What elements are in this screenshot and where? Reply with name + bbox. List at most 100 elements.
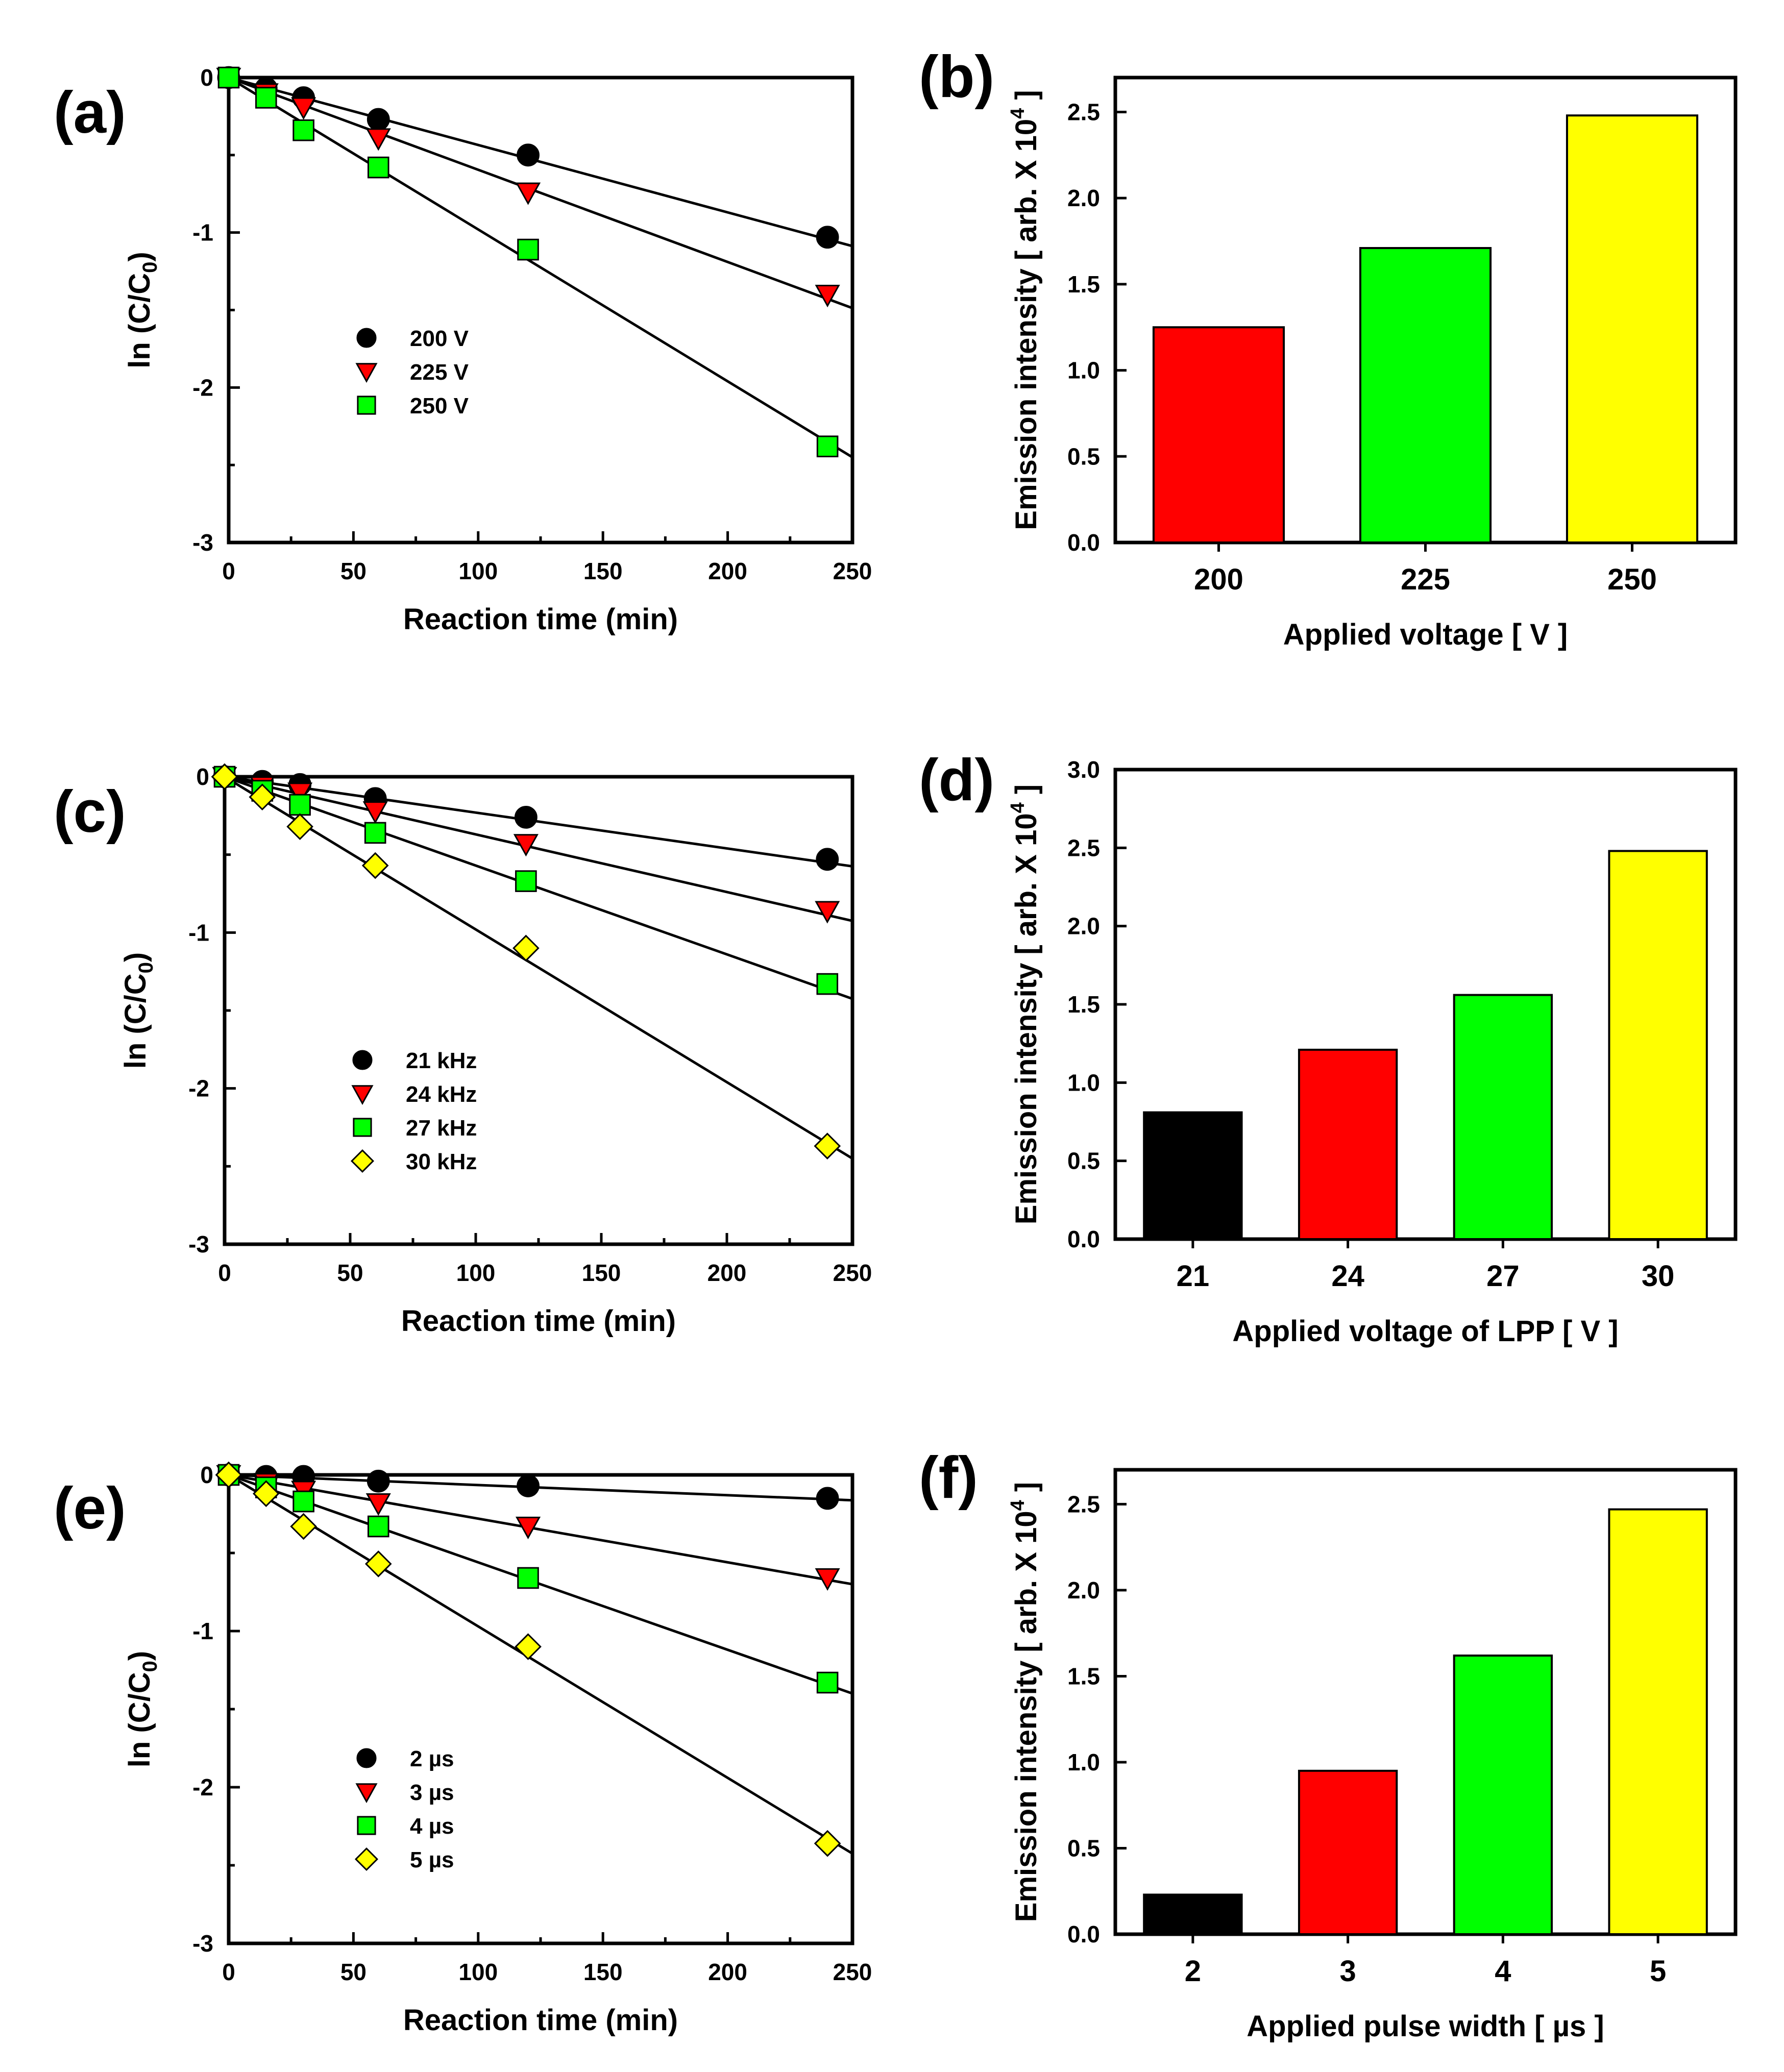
y-axis-title: ln (C/C0) bbox=[123, 1651, 161, 1767]
bar-200 bbox=[1152, 326, 1285, 544]
legend-marker-1 bbox=[355, 363, 378, 383]
data-point-1-5 bbox=[815, 901, 840, 924]
data-point-0-4 bbox=[517, 1474, 540, 1497]
y-axis-title: ln (C/C0) bbox=[119, 952, 157, 1069]
bar-27 bbox=[1453, 994, 1553, 1240]
legend-marker-1 bbox=[355, 1783, 378, 1804]
data-point-1-3 bbox=[365, 128, 391, 151]
x-tick-label: 250 bbox=[833, 1959, 872, 1985]
y-tick-label: 1.5 bbox=[1067, 1663, 1100, 1689]
legend-marker-0 bbox=[356, 328, 377, 348]
y-tick-label: 2.5 bbox=[1067, 1491, 1100, 1517]
bar-4 bbox=[1453, 1655, 1553, 1935]
y-tick-label: 1.5 bbox=[1067, 271, 1100, 298]
x-tick-label: 3 bbox=[1339, 1955, 1356, 1988]
bar-225 bbox=[1359, 247, 1492, 544]
x-axis-title: Reaction time (min) bbox=[401, 1304, 676, 1338]
data-point-2-3 bbox=[367, 156, 389, 179]
data-point-3-2 bbox=[290, 1513, 317, 1540]
y-tick-label: 0.0 bbox=[1067, 1921, 1100, 1947]
data-point-1-4 bbox=[516, 1516, 541, 1540]
data-point-3-0 bbox=[215, 1461, 242, 1489]
data-point-0-5 bbox=[816, 1487, 839, 1510]
y-tick-label: 2.0 bbox=[1067, 913, 1100, 940]
x-tick-label: 0 bbox=[222, 558, 235, 584]
data-point-2-1 bbox=[255, 87, 277, 109]
panel-c: (c) 0 50 100 150 200 250 0 -1 -2 -3 Reaction time (… bbox=[54, 763, 872, 1338]
legend-marker-2 bbox=[357, 1816, 376, 1835]
x-tick-label: 4 bbox=[1495, 1955, 1511, 1988]
data-point-1-4 bbox=[513, 834, 539, 857]
data-point-1-3 bbox=[362, 801, 388, 824]
y-tick-label: 2.5 bbox=[1067, 834, 1100, 861]
legend-label-1: 225 V bbox=[410, 360, 469, 385]
x-tick-label: 0 bbox=[222, 1959, 235, 1985]
x-tick-label: 200 bbox=[708, 558, 747, 584]
x-tick-label: 200 bbox=[1194, 563, 1243, 596]
legend-label-2: 4 µs bbox=[410, 1814, 454, 1839]
data-point-2-4 bbox=[517, 238, 539, 261]
data-point-2-2 bbox=[289, 794, 311, 816]
data-point-2-0 bbox=[217, 66, 240, 89]
panel-d: (d) 0.0 0.5 1.0 1.5 2.0 2.5 3.0 21 24 27 30 Applied … bbox=[919, 747, 1738, 1348]
legend-marker-1 bbox=[351, 1085, 374, 1105]
x-tick-label: 250 bbox=[833, 1260, 872, 1286]
y-tick-label: 1.0 bbox=[1067, 357, 1100, 384]
bar-2 bbox=[1143, 1893, 1243, 1935]
x-tick-label: 0 bbox=[218, 1260, 231, 1286]
fit-line-1 bbox=[229, 78, 852, 310]
x-tick-label: 150 bbox=[582, 1260, 621, 1286]
y-tick-label: 0.0 bbox=[1067, 1226, 1100, 1252]
y-tick-label: -3 bbox=[192, 529, 213, 556]
y-tick-label: 0.5 bbox=[1067, 443, 1100, 470]
x-tick-label: 2 bbox=[1185, 1955, 1201, 1988]
legend-label-0: 21 kHz bbox=[406, 1048, 477, 1073]
fit-line-1 bbox=[225, 777, 852, 922]
legend-label-0: 2 µs bbox=[410, 1746, 454, 1771]
x-tick-label: 250 bbox=[833, 558, 872, 584]
panel-label: (d) bbox=[919, 747, 994, 813]
x-tick-label: 100 bbox=[456, 1260, 496, 1286]
x-tick-label: 250 bbox=[1607, 563, 1657, 596]
legend-label-1: 24 kHz bbox=[406, 1082, 477, 1107]
data-point-0-4 bbox=[515, 805, 537, 829]
fit-line-0 bbox=[229, 78, 852, 248]
plot-frame bbox=[227, 76, 854, 545]
y-tick-label: -1 bbox=[192, 1618, 213, 1644]
plot-frame bbox=[1113, 1468, 1738, 1936]
x-tick-label: 100 bbox=[458, 1959, 498, 1985]
panel-label: (b) bbox=[919, 43, 994, 110]
y-tick-label: 0 bbox=[196, 763, 209, 790]
data-point-2-5 bbox=[816, 973, 839, 995]
bar-250 bbox=[1566, 114, 1699, 544]
data-point-0-4 bbox=[517, 143, 540, 167]
bar-21 bbox=[1143, 1111, 1243, 1241]
panel-label: (c) bbox=[54, 778, 126, 845]
bar-5 bbox=[1608, 1508, 1708, 1936]
x-tick-label: 30 bbox=[1642, 1260, 1675, 1293]
data-point-3-5 bbox=[814, 1132, 841, 1160]
fit-line-2 bbox=[229, 78, 852, 459]
y-axis-title: Emission intensity [ arb. X 104 ] bbox=[1007, 784, 1043, 1224]
y-tick-label: 2.5 bbox=[1067, 98, 1100, 125]
panel-label: (f) bbox=[919, 1444, 978, 1511]
y-tick-label: -2 bbox=[192, 1774, 213, 1800]
y-tick-label: -3 bbox=[192, 1930, 213, 1957]
panel-a: (a) 0 50 100 150 200 250 0 -1 -2 -3 Reaction time (… bbox=[54, 64, 872, 636]
legend-label-1: 3 µs bbox=[410, 1780, 454, 1805]
legend-marker-2 bbox=[353, 1118, 372, 1137]
y-axis-title: Emission intensity [ arb. X 104 ] bbox=[1007, 1482, 1043, 1922]
panel-label: (a) bbox=[54, 79, 126, 145]
bar-30 bbox=[1608, 850, 1708, 1240]
y-axis-title: ln (C/C0) bbox=[123, 252, 161, 368]
y-tick-label: 2.0 bbox=[1067, 1577, 1100, 1604]
fit-line-0 bbox=[229, 1475, 852, 1502]
legend-label-3: 5 µs bbox=[410, 1847, 454, 1872]
panel-label: (e) bbox=[54, 1475, 126, 1541]
fit-line-1 bbox=[229, 1475, 852, 1586]
data-point-2-3 bbox=[367, 1515, 389, 1538]
x-tick-label: 50 bbox=[340, 558, 366, 584]
y-tick-label: 1.5 bbox=[1067, 991, 1100, 1018]
data-point-3-4 bbox=[512, 934, 540, 962]
data-point-2-5 bbox=[816, 435, 839, 458]
